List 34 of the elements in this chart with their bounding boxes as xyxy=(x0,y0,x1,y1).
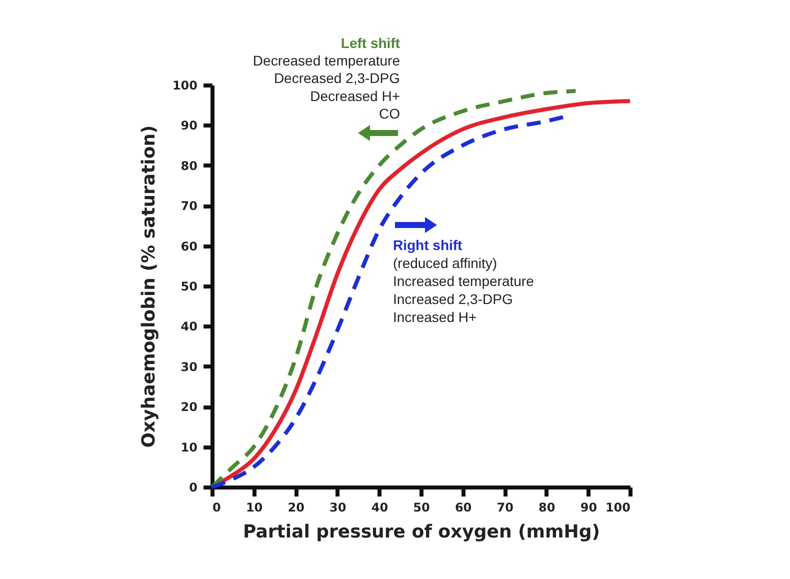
y-tick-label: 60 xyxy=(180,239,198,254)
y-tick-label: 70 xyxy=(180,199,198,214)
y-tick-label: 40 xyxy=(180,320,198,334)
x-tick-label: 40 xyxy=(371,500,388,514)
x-tick-label: 70 xyxy=(496,500,514,514)
x-tick-label: 80 xyxy=(538,500,556,514)
x-tick-label: 60 xyxy=(454,500,472,514)
text: Left shift xyxy=(340,35,400,51)
x-tick-label: 100 xyxy=(605,500,630,514)
y-tick-label: 0 xyxy=(189,480,198,494)
y-tick-label: 100 xyxy=(172,78,198,92)
annotation: (reduced affinity) xyxy=(393,255,498,271)
x-tick-label: 50 xyxy=(413,500,430,514)
y-tick-label: 20 xyxy=(180,400,198,414)
annotation: CO xyxy=(379,105,400,122)
x-tick-label: 20 xyxy=(288,500,304,514)
x-tick-label: 0 xyxy=(212,500,221,514)
text: Decreased temperature xyxy=(252,52,400,69)
x-axis-title: Partial pressure of oxygen (mmHg) xyxy=(243,522,600,542)
y-tick-label: 50 xyxy=(180,280,198,294)
y-tick-label: 10 xyxy=(180,440,198,454)
annotation: Increased temperature xyxy=(393,273,534,289)
y-tick-label: 90 xyxy=(180,118,198,133)
annotation: Increased 2,3-DPG xyxy=(393,291,513,307)
annotation: Increased H+ xyxy=(393,309,477,325)
x-tick-label: 10 xyxy=(246,500,263,514)
y-axis-title: Oxyhaemoglobin (% saturation) xyxy=(138,125,160,448)
annotation: Decreased H+ xyxy=(310,88,400,104)
y-tick-label: 80 xyxy=(180,158,198,173)
x-tick-label: 90 xyxy=(580,500,598,514)
annotation: Right shift xyxy=(393,237,463,253)
x-tick-label: 30 xyxy=(330,500,346,514)
y-tick-label: 30 xyxy=(180,360,198,374)
annotation: Decreased 2,3-DPG xyxy=(274,70,400,86)
